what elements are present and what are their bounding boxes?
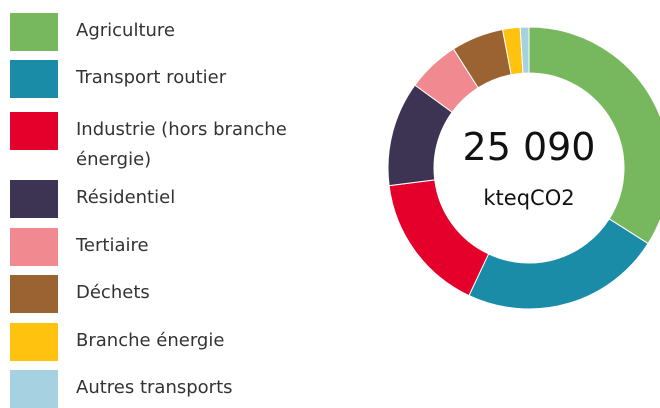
legend-swatch <box>10 13 58 51</box>
legend-swatch <box>10 60 58 98</box>
donut-segment <box>388 179 490 297</box>
legend-swatch <box>10 370 58 408</box>
legend-swatch <box>10 228 58 266</box>
legend-label: Branche énergie <box>76 330 225 351</box>
legend-swatch <box>10 275 58 313</box>
legend-label: Autres transports <box>76 377 233 398</box>
legend-label: Industrie (hors branche énergie) <box>76 119 287 170</box>
donut-segment <box>519 26 530 74</box>
legend-swatch <box>10 112 58 150</box>
legend-label: Transport routier <box>76 67 227 88</box>
legend-swatch <box>10 323 58 361</box>
legend-label: Résidentiel <box>76 187 176 208</box>
legend-swatch <box>10 180 58 218</box>
legend-label: Tertiaire <box>76 235 149 256</box>
donut-segment <box>468 218 649 310</box>
donut-segment <box>528 26 660 245</box>
center-value: 25 090 <box>463 125 596 169</box>
legend-label: Agriculture <box>76 20 175 41</box>
legend-label: Déchets <box>76 282 150 303</box>
center-unit: kteqCO2 <box>483 186 574 210</box>
